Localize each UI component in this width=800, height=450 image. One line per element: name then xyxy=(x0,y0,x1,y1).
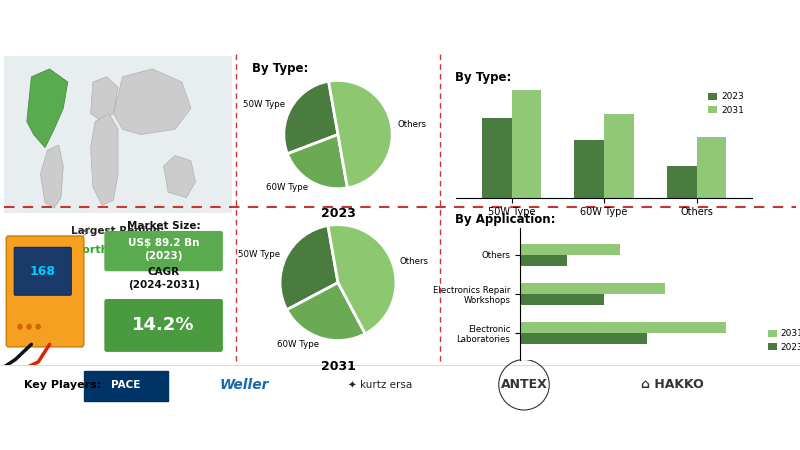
Text: 60W Type: 60W Type xyxy=(266,183,308,192)
Bar xyxy=(520,255,567,266)
Legend: 2031, 2023: 2031, 2023 xyxy=(764,326,800,356)
Text: CAGR
(2024-2031): CAGR (2024-2031) xyxy=(128,267,199,290)
FancyBboxPatch shape xyxy=(104,231,223,271)
Text: Global Dual Channel Digital Soldering Station Market Research Report: Global Dual Channel Digital Soldering St… xyxy=(70,16,730,34)
Text: 2023: 2023 xyxy=(321,207,355,220)
Bar xyxy=(667,166,697,198)
Text: 50W Type: 50W Type xyxy=(243,100,286,109)
Text: Key Players:: Key Players: xyxy=(24,380,102,390)
Polygon shape xyxy=(4,56,232,213)
Polygon shape xyxy=(114,69,191,135)
Text: US: +1 551 226 6109: US: +1 551 226 6109 xyxy=(36,421,184,434)
Text: 60W Type: 60W Type xyxy=(277,340,319,349)
Text: ⚡: ⚡ xyxy=(82,226,91,240)
Text: Others: Others xyxy=(398,120,426,129)
FancyBboxPatch shape xyxy=(84,371,168,400)
Wedge shape xyxy=(287,283,366,341)
Polygon shape xyxy=(41,145,63,208)
Bar xyxy=(604,114,634,198)
Bar xyxy=(520,333,646,344)
Polygon shape xyxy=(90,113,118,205)
Polygon shape xyxy=(26,69,68,148)
Text: 2031: 2031 xyxy=(321,360,355,373)
Text: North America: North America xyxy=(73,245,163,255)
Wedge shape xyxy=(329,81,392,188)
Bar xyxy=(697,137,726,198)
Bar xyxy=(520,322,726,333)
Text: By Application:: By Application: xyxy=(455,213,555,226)
Text: ⌂ HAKKO: ⌂ HAKKO xyxy=(641,378,703,391)
Circle shape xyxy=(26,324,32,330)
FancyBboxPatch shape xyxy=(14,248,71,295)
Wedge shape xyxy=(284,81,338,154)
Text: Market Size:: Market Size: xyxy=(126,221,201,231)
Text: ✦ kurtz ersa: ✦ kurtz ersa xyxy=(348,380,412,390)
Bar xyxy=(520,244,620,255)
FancyBboxPatch shape xyxy=(6,236,84,347)
Text: Email: info@insightaceanalytic.com: Email: info@insightaceanalytic.com xyxy=(289,423,476,432)
Text: By Type:: By Type: xyxy=(252,62,309,75)
Wedge shape xyxy=(287,135,347,189)
Text: 14.2%: 14.2% xyxy=(132,316,195,334)
Legend: 2023, 2031: 2023, 2031 xyxy=(705,89,747,118)
Text: Largest Region:: Largest Region: xyxy=(71,226,165,236)
Circle shape xyxy=(18,324,22,330)
Bar xyxy=(520,283,665,294)
Wedge shape xyxy=(328,225,396,334)
Text: PACE: PACE xyxy=(111,380,140,390)
Circle shape xyxy=(35,324,41,330)
Text: 50W Type: 50W Type xyxy=(238,250,280,259)
Bar xyxy=(511,90,541,198)
Text: 168: 168 xyxy=(30,265,56,278)
Bar xyxy=(482,118,511,198)
Text: US$ 89.2 Bn
(2023): US$ 89.2 Bn (2023) xyxy=(128,238,199,261)
Text: Others: Others xyxy=(399,257,428,266)
Text: INSIGHT ACE ANALYTIC: INSIGHT ACE ANALYTIC xyxy=(583,423,726,432)
Wedge shape xyxy=(280,225,338,310)
Text: ANTEX: ANTEX xyxy=(501,378,547,391)
Polygon shape xyxy=(163,156,195,198)
FancyBboxPatch shape xyxy=(104,299,223,352)
Polygon shape xyxy=(90,77,118,122)
Bar xyxy=(574,140,604,198)
Bar xyxy=(520,294,604,305)
Text: By Type:: By Type: xyxy=(455,72,511,84)
Text: Weller: Weller xyxy=(219,378,269,392)
